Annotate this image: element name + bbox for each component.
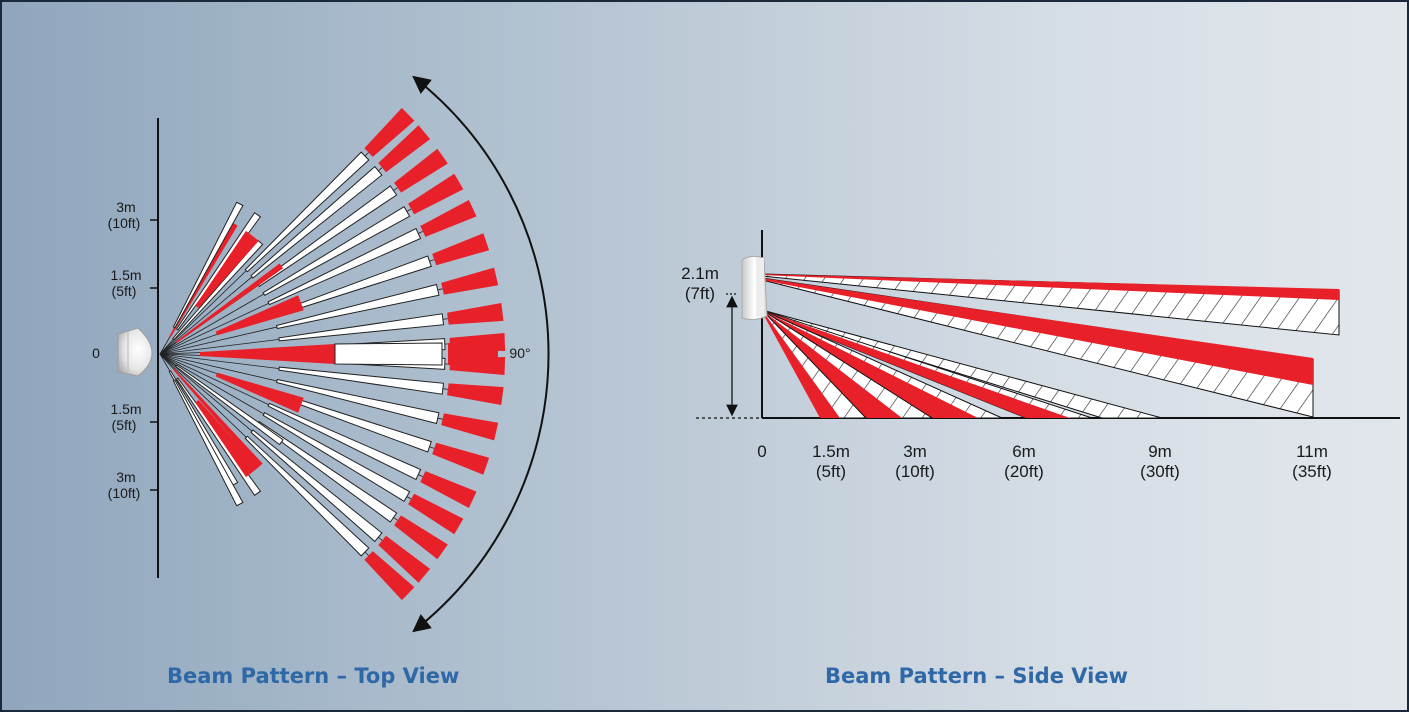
- beam-red-segment: [432, 442, 490, 475]
- beam-fan-zones: [168, 107, 506, 601]
- beam-red-segment: [441, 267, 499, 295]
- distance-label-ft: (5ft): [816, 462, 846, 481]
- beam-white-segment: [172, 379, 244, 507]
- beam-white-segment: [276, 378, 440, 425]
- beam-red-segment: [172, 368, 263, 468]
- height-label-ft: (7ft): [685, 284, 715, 303]
- side-view-caption: Beam Pattern – Side View: [825, 664, 1128, 688]
- coverage-arc-arrow: [412, 75, 550, 633]
- beam-white-segment: [250, 165, 383, 279]
- distance-label-ft: (20ft): [1004, 462, 1044, 481]
- side-view: 2.1m (7ft) 0 1.5m (5ft) 3m (10ft) 6m (20…: [681, 230, 1400, 481]
- beam-white-segment: [334, 342, 443, 366]
- scale-label-ft: (5ft): [112, 283, 137, 299]
- angle-label: 90°: [509, 345, 530, 361]
- beam-white-segment: [244, 151, 370, 273]
- beam-white-segment: [172, 201, 244, 329]
- distance-label-m: 1.5m: [812, 442, 850, 461]
- side-sensor-icon: [741, 255, 768, 321]
- side-beam-red: [762, 278, 1313, 385]
- beam-red-segment: [447, 383, 504, 405]
- beam-red-segment: [420, 471, 477, 508]
- distance-label-m: 11m: [1296, 442, 1328, 461]
- beam-red-segment: [364, 107, 415, 157]
- beam-red-segment: [195, 400, 259, 478]
- side-beam-red: [762, 274, 1339, 300]
- scale-label-m: 3m: [116, 199, 135, 215]
- scale-label-m: 1.5m: [110, 401, 141, 417]
- scale-label-m: 1.5m: [110, 267, 141, 283]
- beam-red-segment: [448, 342, 498, 366]
- beam-red-segment: [420, 200, 477, 237]
- side-beams: [761, 273, 1340, 419]
- top-view-caption: Beam Pattern – Top View: [167, 664, 460, 688]
- distance-label-m: 6m: [1012, 442, 1036, 461]
- side-beam-red: [762, 310, 902, 418]
- beam-red-segment: [175, 263, 284, 343]
- beam-white-segment: [278, 366, 445, 395]
- distance-label-m: 9m: [1148, 442, 1172, 461]
- beam-red-segment: [215, 295, 304, 336]
- height-label-m: 2.1m: [681, 264, 719, 283]
- beam-red-segment: [195, 230, 259, 308]
- beam-red-segment: [200, 344, 335, 364]
- beam-red-segment: [364, 551, 415, 601]
- distance-label-ft: (35ft): [1292, 462, 1332, 481]
- beam-red-segment: [447, 303, 504, 325]
- beam-white-segment: [250, 429, 383, 543]
- distance-label-m: 0: [757, 442, 766, 461]
- scale-label-ft: (10ft): [108, 215, 141, 231]
- scale-label-ft: (10ft): [108, 485, 141, 501]
- scale-label-ft: (5ft): [112, 417, 137, 433]
- beam-red-segment: [169, 222, 238, 338]
- distance-label-ft: (10ft): [895, 462, 935, 481]
- beam-white-segment: [174, 364, 284, 446]
- scale-label-m: 3m: [116, 469, 135, 485]
- beam-red-segment: [215, 372, 304, 413]
- beam-white-segment: [278, 313, 445, 342]
- side-beam-red: [762, 310, 978, 418]
- side-beam-red: [762, 310, 840, 418]
- beam-red-segment: [441, 413, 499, 441]
- origin-label: 0: [92, 345, 100, 361]
- top-sensor-icon: [117, 327, 153, 377]
- distance-label-m: 3m: [903, 442, 927, 461]
- beam-white-segment: [244, 435, 370, 557]
- beam-white-segment: [262, 206, 411, 296]
- top-view: 0 90° 3m (10ft) 1.5m (5ft) 1.5m (5ft) 3m…: [92, 75, 550, 633]
- side-beam-red: [762, 310, 1070, 418]
- beam-white-segment: [262, 412, 411, 502]
- distance-label-ft: (30ft): [1140, 462, 1180, 481]
- beam-red-segment: [432, 233, 490, 266]
- beam-white-segment: [276, 283, 440, 330]
